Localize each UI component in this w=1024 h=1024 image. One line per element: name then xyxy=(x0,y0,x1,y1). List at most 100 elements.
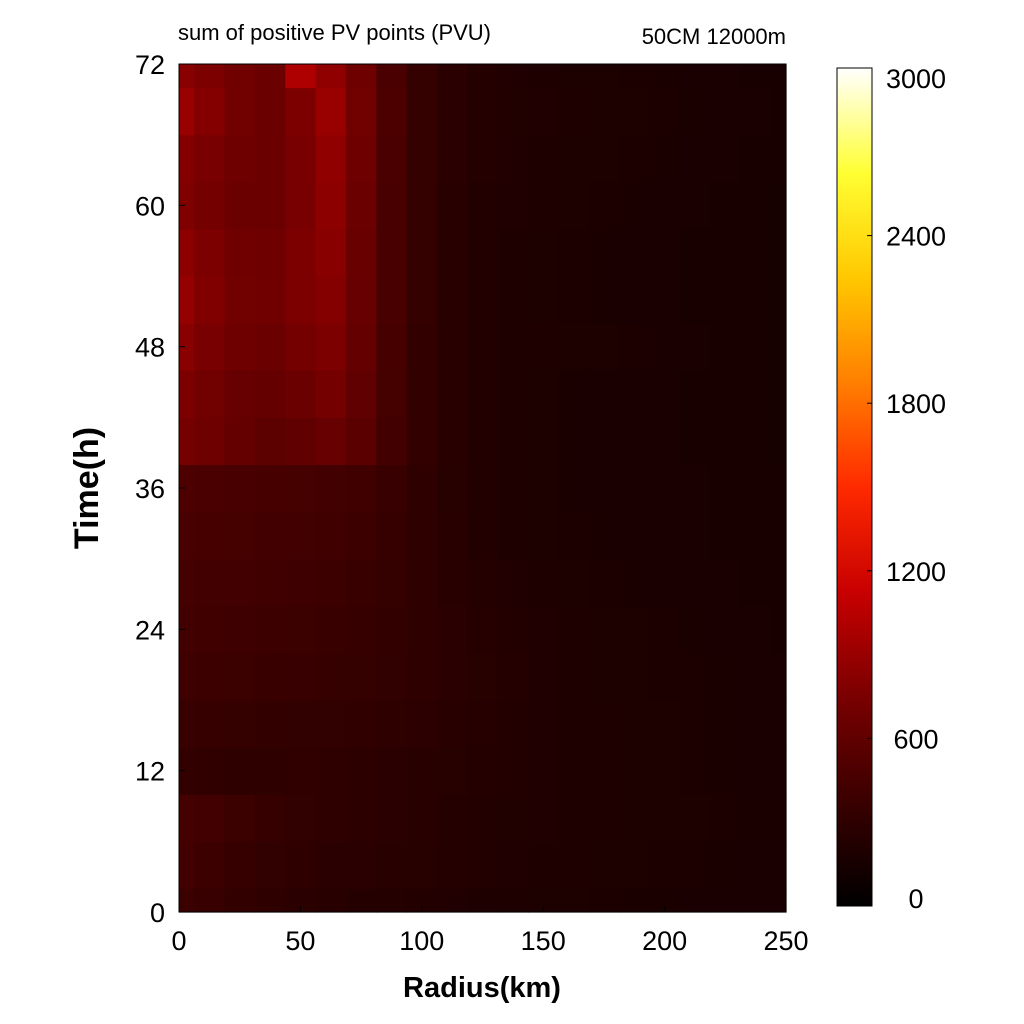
heatmap-cell xyxy=(740,464,772,513)
heatmap-cell xyxy=(436,558,468,607)
heatmap-cell xyxy=(710,64,742,89)
y-tick-label: 48 xyxy=(135,333,165,363)
heatmap-cell xyxy=(558,605,590,654)
heatmap-cell xyxy=(497,276,529,324)
heatmap-cell xyxy=(497,558,529,607)
heatmap-cell xyxy=(224,794,256,842)
heatmap-cell xyxy=(528,747,559,795)
heatmap-cell xyxy=(315,87,347,136)
heatmap-cell xyxy=(345,134,377,183)
heatmap-cell xyxy=(436,652,468,701)
heatmap-cell xyxy=(619,87,651,136)
heatmap-cell xyxy=(588,228,620,277)
heatmap-cell xyxy=(345,888,377,913)
heatmap-cell xyxy=(558,841,590,890)
heatmap-cell xyxy=(315,370,347,418)
heatmap-cell xyxy=(224,417,256,466)
heatmap-cell xyxy=(376,652,408,701)
heatmap-cell xyxy=(740,747,772,795)
heatmap-cell xyxy=(315,228,347,277)
heatmap-cell xyxy=(467,747,499,795)
heatmap-cell xyxy=(436,417,468,466)
heatmap-cell xyxy=(619,64,651,89)
heatmap-cell xyxy=(528,370,559,418)
heatmap-cell xyxy=(345,87,377,136)
heatmap-cell xyxy=(588,276,620,324)
heatmap-cell xyxy=(376,747,408,795)
y-axis: 0 12 24 36 48 60 72 xyxy=(135,50,185,928)
heatmap-cell xyxy=(345,228,377,277)
heatmap-cell xyxy=(345,652,377,701)
heatmap-cell xyxy=(679,87,711,136)
heatmap-cell xyxy=(436,228,468,277)
heatmap-cell xyxy=(254,794,286,842)
x-tick-label: 250 xyxy=(763,926,808,956)
heatmap-cell xyxy=(679,228,711,277)
heatmap-cell xyxy=(406,794,438,842)
heatmap-cell xyxy=(254,228,286,277)
heatmap-cell xyxy=(179,181,195,230)
heatmap-cell xyxy=(436,323,468,371)
heatmap-cell xyxy=(179,464,195,513)
heatmap-cell xyxy=(285,228,317,277)
heatmap-cell xyxy=(649,181,681,230)
heatmap-cell xyxy=(710,511,742,560)
heatmap-cell xyxy=(194,464,226,513)
heatmap-cell xyxy=(528,134,559,183)
heatmap-cell xyxy=(224,558,256,607)
heatmap-cell xyxy=(315,134,347,183)
x-axis-label: Radius(km) xyxy=(403,972,561,1004)
heatmap-cell xyxy=(254,370,286,418)
heatmap-cell xyxy=(315,747,347,795)
heatmap-cell xyxy=(740,511,772,560)
heatmap-cell xyxy=(649,228,681,277)
heatmap-cell xyxy=(224,134,256,183)
heatmap-cell xyxy=(345,747,377,795)
heatmap-cell xyxy=(254,888,286,913)
heatmap-cell xyxy=(224,464,256,513)
heatmap-cell xyxy=(710,558,742,607)
colorbar-tick-label: 2400 xyxy=(886,222,946,252)
heatmap-cell xyxy=(558,181,590,230)
heatmap-cells xyxy=(179,64,787,913)
heatmap-cell xyxy=(254,87,286,136)
heatmap-cell xyxy=(770,558,787,607)
heatmap-cell xyxy=(497,370,529,418)
heatmap-cell xyxy=(436,64,468,89)
heatmap-cell xyxy=(497,181,529,230)
heatmap-cell xyxy=(179,605,195,654)
heatmap-cell xyxy=(436,134,468,183)
heatmap-cell xyxy=(345,370,377,418)
chart-subtitle: 50CM 12000m xyxy=(642,24,786,49)
heatmap-cell xyxy=(497,888,529,913)
heatmap-cell xyxy=(345,464,377,513)
heatmap-cell xyxy=(497,228,529,277)
heatmap-cell xyxy=(679,181,711,230)
heatmap-cell xyxy=(588,134,620,183)
heatmap-cell xyxy=(179,370,195,418)
heatmap-cell xyxy=(770,464,787,513)
heatmap-cell xyxy=(619,370,651,418)
heatmap-cell xyxy=(224,228,256,277)
heatmap-cell xyxy=(194,87,226,136)
heatmap-cell xyxy=(649,841,681,890)
heatmap-cell xyxy=(619,794,651,842)
heatmap-cell xyxy=(315,652,347,701)
heatmap-cell xyxy=(376,841,408,890)
heatmap-cell xyxy=(285,323,317,371)
heatmap-cell xyxy=(710,464,742,513)
heatmap-cell xyxy=(406,276,438,324)
heatmap-cell xyxy=(619,417,651,466)
heatmap-cell xyxy=(315,605,347,654)
heatmap-cell xyxy=(436,87,468,136)
heatmap-cell xyxy=(649,652,681,701)
heatmap-cell xyxy=(224,888,256,913)
x-tick-label: 200 xyxy=(642,926,687,956)
heatmap-cell xyxy=(679,276,711,324)
heatmap-cell xyxy=(224,87,256,136)
heatmap-cell xyxy=(528,228,559,277)
heatmap-cell xyxy=(467,276,499,324)
heatmap-cell xyxy=(436,605,468,654)
heatmap-cell xyxy=(254,464,286,513)
heatmap-cell xyxy=(285,181,317,230)
